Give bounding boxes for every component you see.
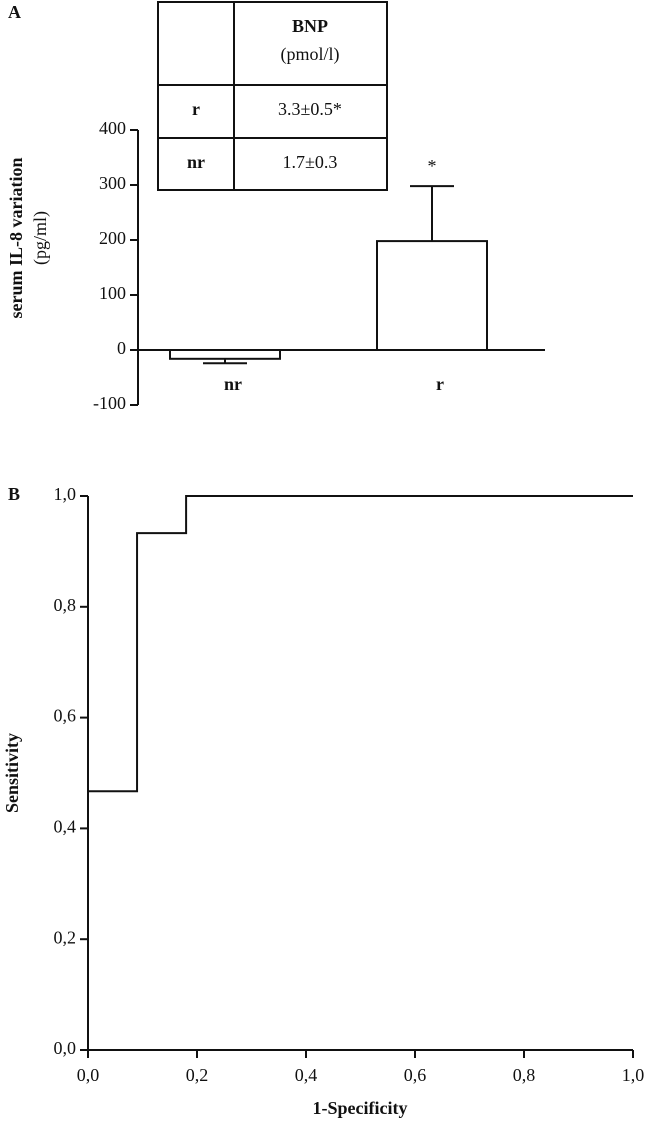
y-tick-label: 200 [99,228,126,248]
x-tick-label: 0,8 [513,1065,536,1085]
y-tick-label: 100 [99,283,126,303]
y-tick-label: 0,2 [54,927,77,947]
x-tick-label: 0,4 [295,1065,318,1085]
y-tick-label: 0,8 [54,595,77,615]
x-tick-label: 0,6 [404,1065,427,1085]
table-border [157,1,388,191]
panel-label: B [8,484,20,504]
y-tick-label: 300 [99,173,126,193]
y-tick-label: 400 [99,118,126,138]
y-unit: (pg/ml) [30,211,51,265]
y-label: Sensitivity [2,733,22,813]
table-cell: 3.3±0.5* [278,99,342,119]
y-tick-label: -100 [93,393,126,413]
x-tick-label: 0,0 [77,1065,100,1085]
annotation: * [428,156,437,176]
table: BNP (pmol/l) r 3.3±0.5* nr 1.7±0.3 [157,1,388,191]
x-tick-label: r [436,374,444,394]
table-cell: 1.7±0.3 [283,152,338,172]
bar [169,349,281,360]
roc-curve [87,495,633,1050]
y-label: serum IL-8 variation [6,158,26,319]
table-cell: r [192,99,200,119]
table-header: BNP [292,16,328,36]
table-header: (pmol/l) [281,44,340,65]
bar [376,240,488,352]
y-tick-label: 1,0 [54,484,77,504]
y-tick-label: 0,6 [54,706,77,726]
x-tick-label: nr [224,374,242,394]
panel-label: A [8,2,21,22]
x-tick-label: 0,2 [186,1065,209,1085]
y-tick-label: 0 [117,338,126,358]
x-tick-label: 1,0 [622,1065,645,1085]
y-tick-label: 0,4 [54,817,77,837]
table-cell: nr [187,152,205,172]
x-label: 1-Specificity [313,1098,408,1118]
y-tick-label: 0,0 [54,1038,77,1058]
